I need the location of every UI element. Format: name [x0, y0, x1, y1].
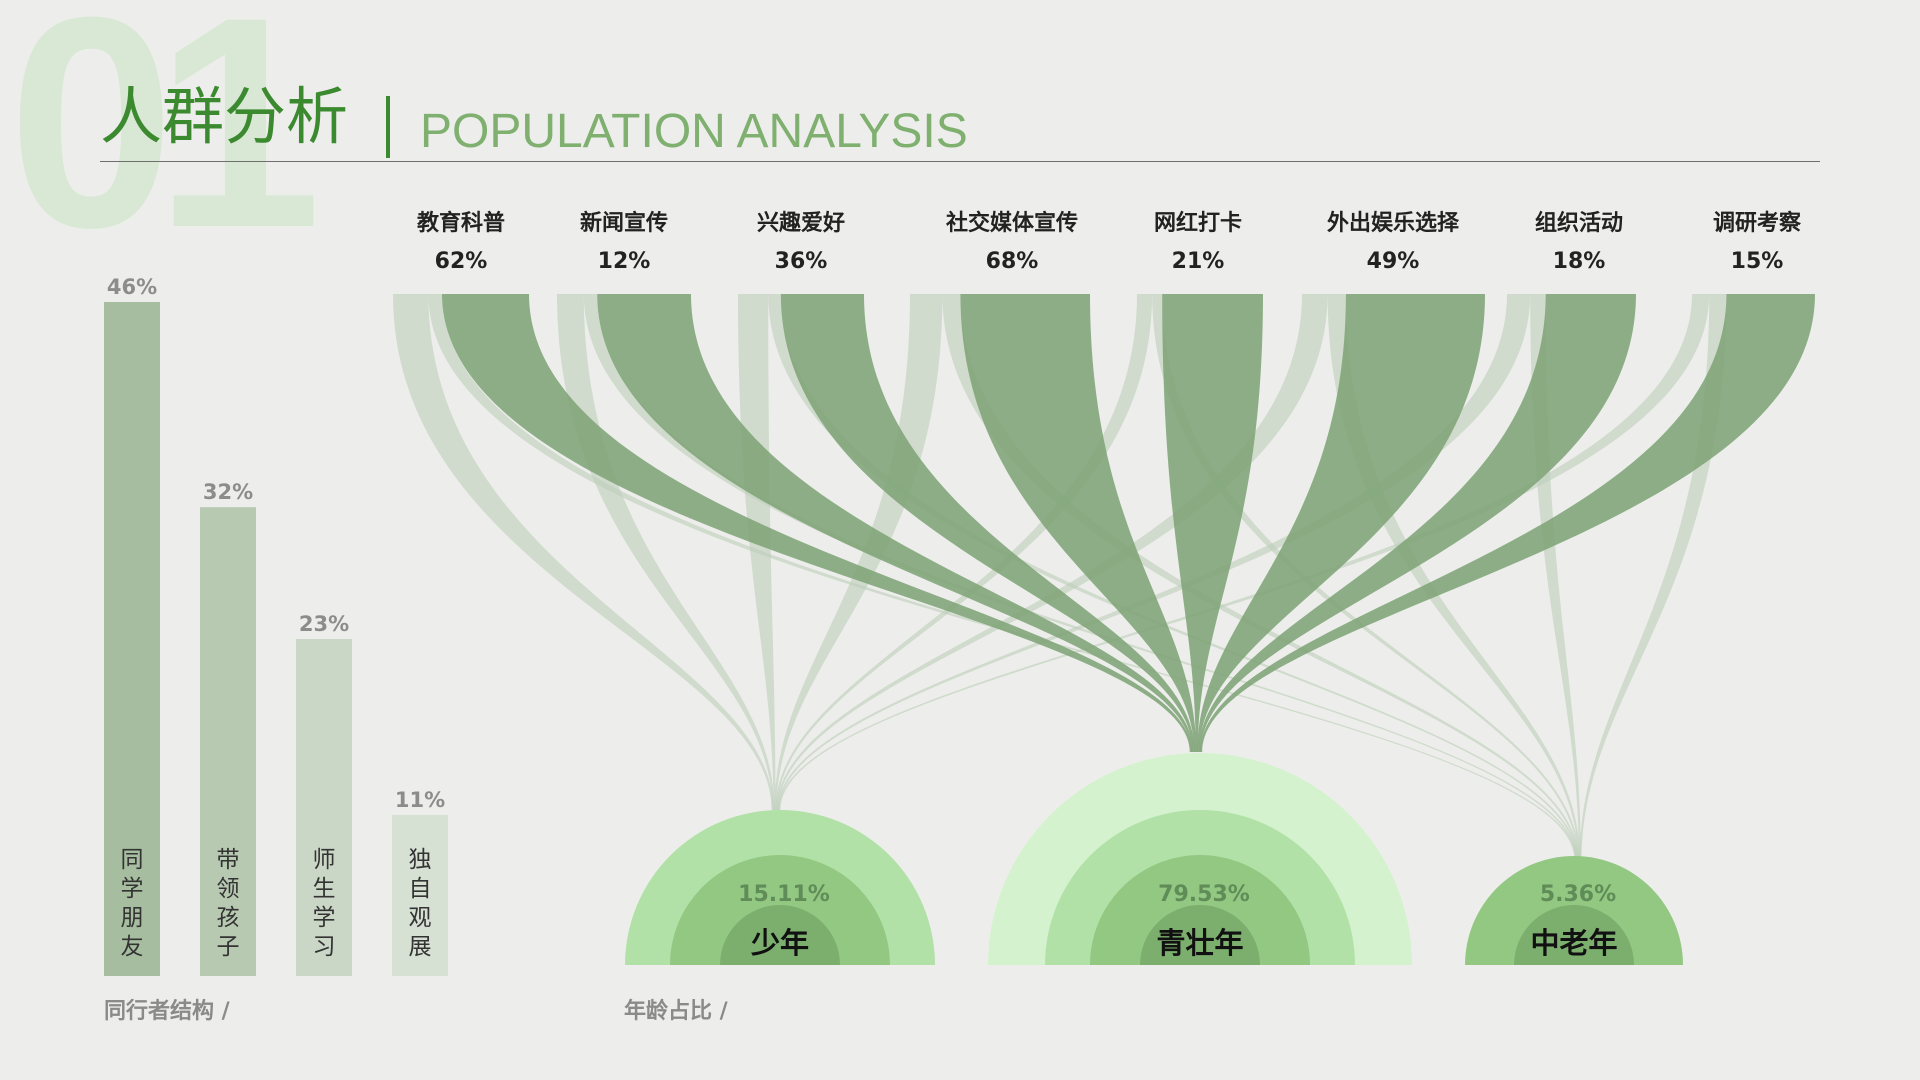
- section-number: 01: [8, 0, 322, 290]
- page-subtitle: POPULATION ANALYSIS: [420, 105, 968, 158]
- source-value-label: 18%: [1553, 249, 1606, 274]
- bar-category-char: 孩: [217, 905, 240, 931]
- age-arc-2-ring-4: [1140, 905, 1260, 965]
- bar-category-char: 自: [409, 876, 432, 902]
- flow-社交媒体宣传-少年: [774, 294, 943, 810]
- age-caption: 年龄占比 /: [624, 999, 728, 1024]
- flow-外出娱乐选择-青壮年: [1197, 294, 1485, 752]
- source-name-label: 外出娱乐选择: [1327, 210, 1460, 236]
- age-name-label: 青壮年: [1156, 926, 1243, 960]
- title-underline: [100, 161, 1820, 162]
- bar-category-char: 带: [217, 847, 240, 873]
- chart-labels: 46%同学朋友32%带领孩子23%师生学习11%独自观展教育科普62%新闻宣传1…: [107, 210, 1802, 960]
- bar-value-label: 23%: [299, 612, 349, 636]
- bar-value-label: 11%: [395, 788, 445, 812]
- bar-1: [104, 302, 160, 976]
- age-value-label: 79.53%: [1158, 882, 1250, 907]
- flow-教育科普-青壮年: [441, 294, 1192, 752]
- flow-新闻宣传-青壮年: [597, 294, 1194, 752]
- bar-3: [296, 639, 352, 976]
- source-value-label: 68%: [986, 249, 1039, 274]
- bar-category-char: 朋: [121, 905, 144, 931]
- flow-网红打卡-青壮年: [1162, 294, 1263, 752]
- bar-category-char: 展: [409, 934, 432, 960]
- bar-4: [392, 814, 448, 976]
- age-value-label: 5.36%: [1540, 882, 1616, 907]
- bar-value-label: 32%: [203, 480, 253, 504]
- source-name-label: 兴趣爱好: [757, 210, 845, 236]
- source-value-label: 15%: [1731, 249, 1784, 274]
- bar-category-char: 子: [217, 934, 240, 960]
- bar-category-char: 领: [217, 876, 240, 902]
- source-name-label: 教育科普: [417, 210, 505, 236]
- flow-兴趣爱好-青壮年: [780, 294, 1195, 752]
- bar-category-char: 同: [121, 847, 144, 873]
- page-title: 人群分析: [100, 80, 349, 153]
- companion-bars: [104, 302, 448, 976]
- bar-category-char: 独: [409, 847, 432, 873]
- flow-教育科普-少年: [393, 294, 774, 810]
- flow-组织活动-青壮年: [1198, 294, 1636, 752]
- flow-社交媒体宣传-青壮年: [960, 294, 1197, 752]
- bar-category-char: 生: [313, 876, 336, 902]
- age-arc-1-ring-3: [720, 905, 840, 965]
- title-separator: [386, 96, 390, 158]
- bar-category-char: 学: [121, 876, 144, 902]
- source-name-label: 新闻宣传: [580, 210, 668, 236]
- age-arc-3-ring-2: [1514, 905, 1634, 965]
- bar-category-char: 习: [313, 934, 336, 960]
- bar-category-char: 观: [409, 905, 432, 931]
- source-name-label: 组织活动: [1535, 210, 1623, 236]
- bar-2: [200, 507, 256, 976]
- source-value-label: 21%: [1172, 249, 1225, 274]
- age-name-label: 中老年: [1530, 926, 1617, 960]
- age-value-label: 15.11%: [738, 882, 830, 907]
- source-name-label: 社交媒体宣传: [946, 210, 1078, 236]
- age-name-label: 少年: [751, 926, 809, 960]
- bar-value-label: 46%: [107, 275, 157, 299]
- bar-category-char: 学: [313, 905, 336, 931]
- source-name-label: 网红打卡: [1154, 210, 1242, 236]
- bar-category-char: 师: [313, 847, 336, 873]
- flow-新闻宣传-少年: [557, 294, 775, 810]
- flow-兴趣爱好-少年: [738, 294, 776, 810]
- age-arcs: [625, 753, 1683, 965]
- source-value-label: 49%: [1367, 249, 1420, 274]
- companion-caption: 同行者结构 /: [104, 999, 230, 1024]
- source-value-label: 36%: [775, 249, 828, 274]
- source-value-label: 62%: [435, 249, 488, 274]
- flow-调研考察-中老年: [1579, 294, 1727, 860]
- bar-category-char: 友: [121, 934, 144, 960]
- source-name-label: 调研考察: [1713, 210, 1802, 236]
- sankey-flows: [393, 294, 1815, 860]
- source-value-label: 12%: [598, 249, 651, 274]
- flow-调研考察-青壮年: [1200, 294, 1815, 752]
